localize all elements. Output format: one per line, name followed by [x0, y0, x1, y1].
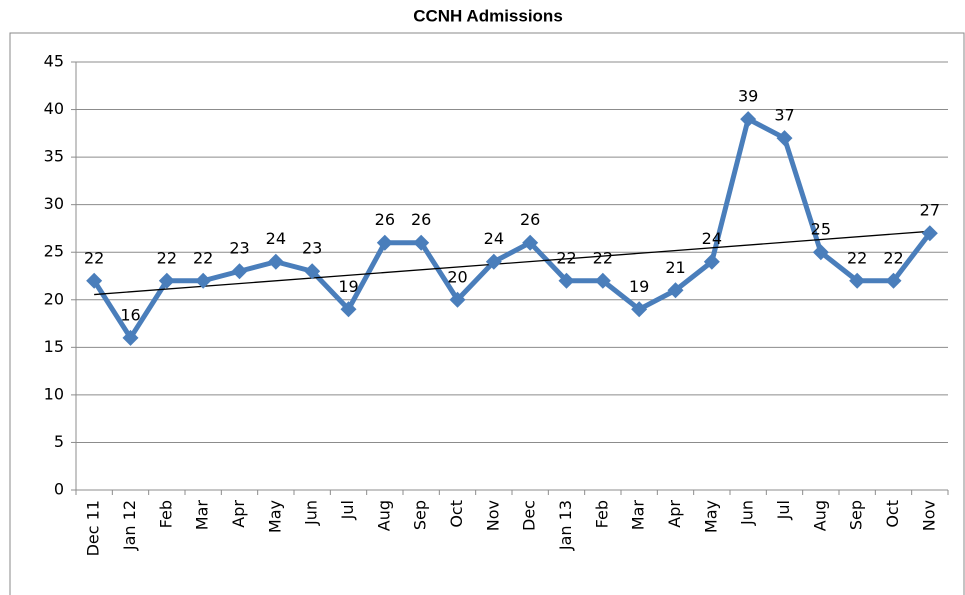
- trendline: [94, 230, 930, 296]
- data-label: 24: [266, 229, 286, 248]
- data-label: 22: [847, 248, 867, 267]
- x-tick-label: Apr: [665, 500, 684, 528]
- marker: [703, 253, 720, 270]
- y-tick-label: 25: [44, 242, 64, 261]
- data-label: 23: [229, 239, 249, 258]
- x-tick-label: Dec: [520, 500, 539, 531]
- marker: [449, 291, 466, 308]
- marker: [485, 253, 502, 270]
- data-label: 21: [665, 258, 685, 277]
- data-label: 20: [447, 267, 467, 286]
- x-tick-label: May: [701, 500, 720, 533]
- data-label: 39: [738, 87, 758, 106]
- data-label: 26: [411, 210, 431, 229]
- data-label: 25: [811, 220, 831, 239]
- x-tick-label: Mar: [193, 500, 212, 531]
- marker: [522, 234, 539, 251]
- marker: [231, 263, 248, 280]
- data-label: 22: [84, 248, 104, 267]
- x-tick-label: Feb: [156, 500, 175, 528]
- marker: [740, 111, 757, 128]
- data-label: 22: [593, 248, 613, 267]
- data-label: 26: [375, 210, 395, 229]
- data-label: 26: [520, 210, 540, 229]
- marker: [304, 263, 321, 280]
- x-tick-label: Nov: [483, 500, 502, 531]
- marker: [376, 234, 393, 251]
- marker: [413, 234, 430, 251]
- marker: [340, 301, 357, 318]
- x-tick-label: Oct: [447, 500, 466, 528]
- marker: [667, 282, 684, 299]
- y-tick-label: 15: [44, 337, 64, 356]
- data-label: 22: [193, 248, 213, 267]
- x-tick-label: Jul: [338, 500, 357, 520]
- data-label: 37: [774, 106, 794, 125]
- x-tick-label: Jun: [738, 500, 757, 526]
- x-tick-label: May: [265, 500, 284, 533]
- data-label: 22: [157, 248, 177, 267]
- data-label: 16: [120, 305, 140, 324]
- x-tick-label: Jan 12: [120, 500, 139, 551]
- data-label: 24: [702, 229, 722, 248]
- data-label: 27: [920, 201, 940, 220]
- marker: [921, 225, 938, 242]
- marker: [558, 272, 575, 289]
- data-label: 19: [338, 277, 358, 296]
- data-label: 19: [629, 277, 649, 296]
- x-tick-label: Aug: [374, 500, 393, 531]
- y-tick-label: 35: [44, 147, 64, 166]
- marker: [86, 272, 103, 289]
- marker: [122, 329, 139, 346]
- marker: [594, 272, 611, 289]
- x-tick-label: Jul: [774, 500, 793, 520]
- data-label: 23: [302, 239, 322, 258]
- x-tick-label: Nov: [919, 500, 938, 531]
- x-tick-label: Jan 13: [556, 500, 575, 551]
- marker: [849, 272, 866, 289]
- marker: [776, 130, 793, 147]
- x-tick-label: Aug: [810, 500, 829, 531]
- data-label: 24: [484, 229, 504, 248]
- y-tick-label: 40: [44, 99, 64, 118]
- x-tick-label: Apr: [229, 500, 248, 528]
- marker: [195, 272, 212, 289]
- y-tick-label: 20: [44, 289, 64, 308]
- marker: [267, 253, 284, 270]
- x-tick-label: Dec 11: [84, 500, 103, 556]
- x-tick-label: Jun: [302, 500, 321, 526]
- data-label: 22: [556, 248, 576, 267]
- y-tick-label: 45: [44, 52, 64, 71]
- chart-title: CCNH Admissions: [413, 6, 563, 25]
- chart-border: [9, 32, 965, 595]
- data-label: 22: [883, 248, 903, 267]
- marker: [631, 301, 648, 318]
- x-tick-label: Oct: [883, 500, 902, 528]
- x-tick-label: Feb: [592, 500, 611, 528]
- series-line: [92, 116, 932, 341]
- y-tick-label: 10: [44, 384, 64, 403]
- x-tick-label: Mar: [629, 500, 648, 531]
- x-tick-label: Sep: [847, 500, 866, 530]
- y-tick-label: 0: [54, 480, 64, 499]
- y-tick-label: 30: [44, 194, 64, 213]
- x-tick-label: Sep: [411, 500, 430, 530]
- marker: [812, 244, 829, 261]
- marker: [885, 272, 902, 289]
- marker: [158, 272, 175, 289]
- y-tick-label: 5: [54, 432, 64, 451]
